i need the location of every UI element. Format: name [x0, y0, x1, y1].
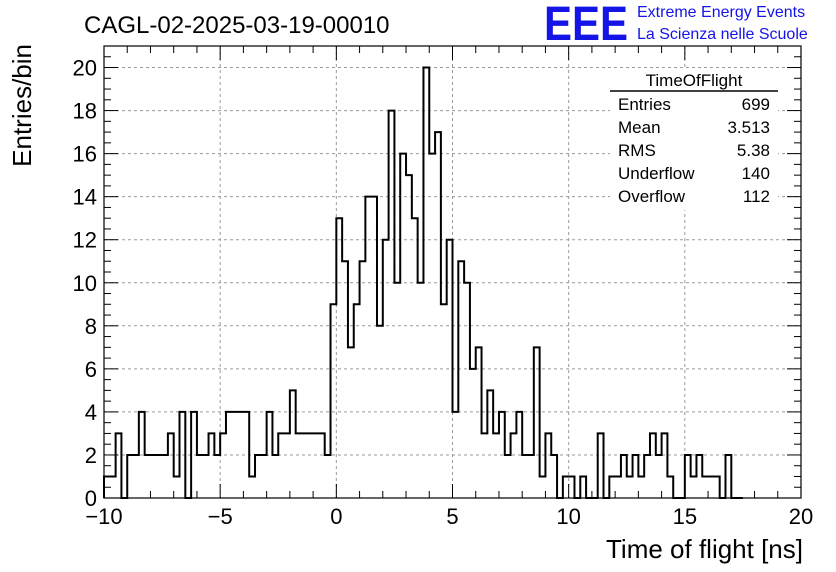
stats-value: 3.513: [727, 118, 770, 137]
stats-box-background: [610, 70, 778, 210]
axis-ticks: [103, 45, 802, 499]
x-tick-label: 15: [673, 504, 697, 529]
stats-title: TimeOfFlight: [646, 71, 743, 90]
stats-label: RMS: [618, 141, 656, 160]
logo-line-2: La Scienza nelle Scuole: [637, 26, 808, 43]
y-tick-label: 20: [73, 56, 97, 81]
x-tick-label: 5: [446, 504, 458, 529]
x-tick-label: 20: [789, 504, 813, 529]
x-tick-label: −5: [208, 504, 233, 529]
stats-value: 140: [742, 164, 770, 183]
stats-box: TimeOfFlight Entries 699 Mean 3.513 RMS 5.38 U…: [610, 70, 778, 210]
logo-line-1: Extreme Energy Events: [637, 4, 805, 21]
y-tick-label: 6: [85, 357, 97, 382]
y-tick-label: 8: [85, 314, 97, 339]
x-tick-label: −10: [85, 504, 122, 529]
y-axis-title: Entries/bin: [7, 44, 37, 167]
stats-rows: Entries 699 Mean 3.513 RMS 5.38 Underflow 140 Ov…: [618, 95, 770, 206]
y-tick-label: 18: [73, 99, 97, 124]
histogram-line: [103, 66, 743, 499]
stats-value: 699: [742, 95, 770, 114]
stats-value: 5.38: [737, 141, 770, 160]
stats-label: Entries: [618, 95, 671, 114]
x-axis-title: Time of flight [ns]: [606, 534, 803, 564]
y-tick-label: 4: [85, 400, 97, 425]
stats-label: Overflow: [618, 187, 686, 206]
y-tick-label: 10: [73, 271, 97, 296]
x-tick-label: 0: [330, 504, 342, 529]
y-tick-label: 16: [73, 142, 97, 167]
y-tick-label: 0: [85, 486, 97, 511]
y-tick-label: 2: [85, 443, 97, 468]
tick-labels: −10 −5 0 5 10 15 20 0 2 4 6 8 10 12 14 16 18 20: [73, 56, 814, 529]
logo-text: EEE: [544, 0, 628, 51]
stats-label: Mean: [618, 118, 661, 137]
y-tick-label: 12: [73, 228, 97, 253]
x-tick-label: 10: [556, 504, 580, 529]
stats-label: Underflow: [618, 164, 695, 183]
stats-value: 112: [743, 187, 770, 206]
eee-logo: EEE Extreme Energy Events La Scienza nel…: [544, 0, 808, 51]
y-tick-label: 14: [73, 185, 97, 210]
chart-title: CAGL-02-2025-03-19-00010: [84, 12, 390, 39]
